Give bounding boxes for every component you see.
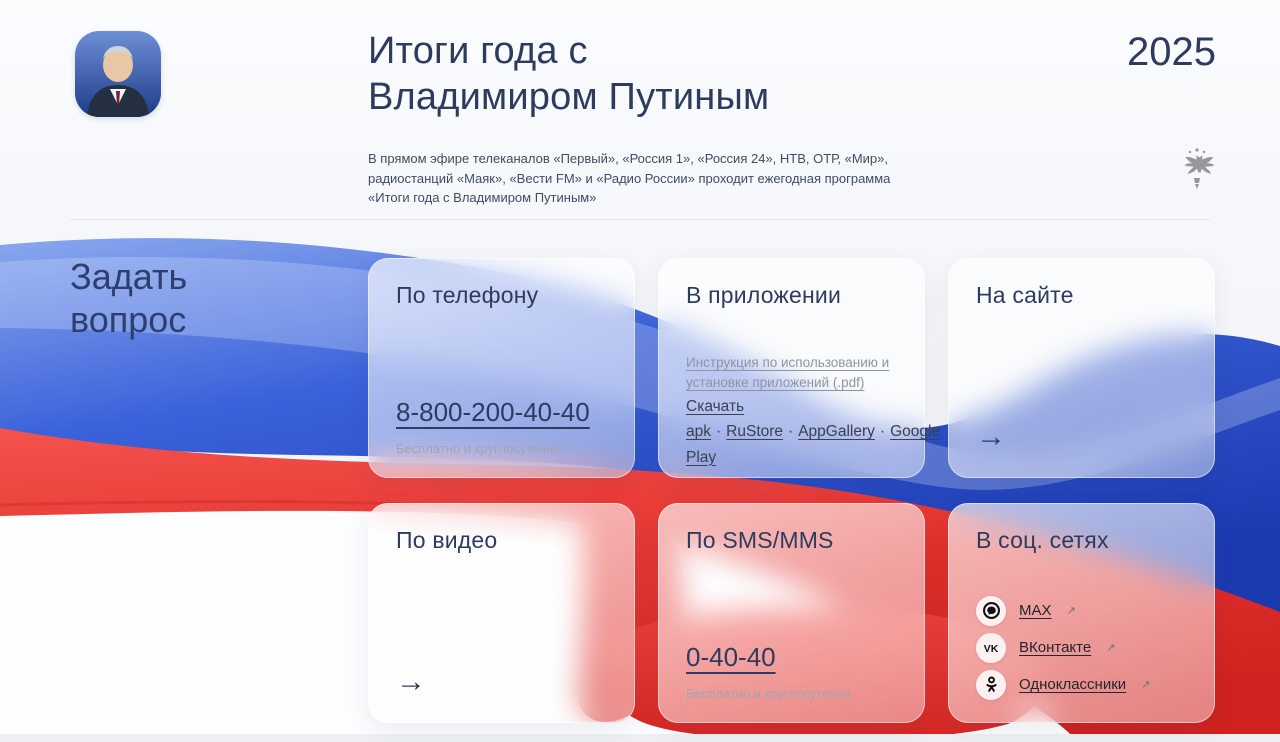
card-site: На сайте →	[948, 258, 1215, 478]
site-arrow-link[interactable]: →	[976, 420, 1006, 453]
card-sms-title: По SMS/MMS	[686, 527, 834, 553]
separator-dot: ·	[879, 423, 886, 441]
card-app: В приложении Инструкция по использованию…	[658, 258, 940, 478]
card-video: По видео →	[368, 503, 635, 723]
card-social: В соц. сетях MAX ↗ VK ВКонтакт	[948, 503, 1215, 723]
google-play-link[interactable]: Google Play	[686, 423, 941, 466]
year-label: 2025	[1127, 30, 1216, 74]
card-social-title: В соц. сетях	[976, 527, 1109, 553]
header-divider	[70, 219, 1210, 220]
max-messenger-icon	[976, 595, 1006, 626]
social-list: MAX ↗ VK ВКонтакте ↗	[976, 595, 1189, 700]
social-link-vkontakte[interactable]: VK ВКонтакте ↗	[976, 632, 1189, 663]
app-store-links: Скачать apk · RuStore · AppGallery · Google Pl…	[686, 394, 940, 471]
card-video-title: По видео	[396, 527, 498, 553]
video-arrow-link[interactable]: →	[396, 665, 426, 698]
svg-text:VK: VK	[984, 643, 999, 654]
external-link-icon: ↗	[1141, 679, 1151, 691]
card-phone-title: По телефону	[396, 282, 539, 308]
card-sms: По SMS/MMS 0-40-40 Бесплатно и круглосут…	[658, 503, 925, 723]
ask-question-line2: вопрос	[70, 299, 187, 340]
card-phone: По телефону 8-800-200-40-40 Бесплатно и …	[368, 258, 635, 478]
page-title-line2: Владимиром Путиным	[368, 76, 770, 118]
social-label-vkontakte: ВКонтакте	[1019, 639, 1092, 656]
external-link-icon: ↗	[1106, 642, 1116, 654]
broadcast-description: В прямом эфире телеканалов «Первый», «Ро…	[368, 151, 891, 205]
social-link-odnoklassniki[interactable]: Одноклассники ↗	[976, 669, 1189, 700]
phone-number-link[interactable]: 8-800-200-40-40	[396, 397, 590, 427]
ask-question-heading: Задать вопрос	[70, 255, 187, 341]
odnoklassniki-icon	[976, 669, 1006, 700]
phone-note: Бесплатно и круглосуточно	[396, 441, 561, 456]
putin-avatar	[75, 31, 161, 117]
page-title: Итоги года с Владимиром Путиным	[368, 28, 769, 120]
appgallery-link[interactable]: AppGallery	[798, 423, 875, 441]
rustore-link[interactable]: RuStore	[726, 423, 784, 441]
separator-dot: ·	[788, 423, 794, 441]
app-instruction-link[interactable]: Инструкция по использованию и установке …	[686, 355, 890, 391]
sms-number-link[interactable]: 0-40-40	[686, 642, 776, 672]
card-site-title: На сайте	[976, 282, 1074, 308]
external-link-icon: ↗	[1066, 605, 1076, 617]
coat-of-arms-icon	[1176, 146, 1218, 192]
card-app-title: В приложении	[686, 282, 842, 308]
social-link-max[interactable]: MAX ↗	[976, 595, 1189, 626]
separator-dot: ·	[716, 423, 722, 441]
sms-note: Бесплатно и круглосуточно	[686, 686, 851, 701]
ask-question-line1: Задать	[70, 256, 188, 297]
social-label-max: MAX	[1019, 602, 1052, 619]
page-title-line1: Итоги года с	[368, 30, 588, 72]
social-label-odnoklassniki: Одноклассники	[1019, 676, 1127, 693]
download-apk-link[interactable]: Скачать apk	[686, 397, 745, 441]
vk-icon: VK	[976, 632, 1006, 663]
